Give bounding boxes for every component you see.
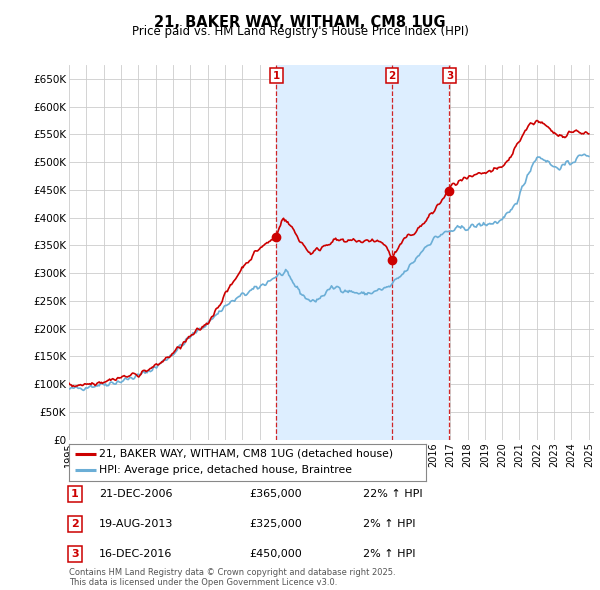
- Text: 21, BAKER WAY, WITHAM, CM8 1UG: 21, BAKER WAY, WITHAM, CM8 1UG: [154, 15, 446, 30]
- Text: 2% ↑ HPI: 2% ↑ HPI: [363, 519, 415, 529]
- Text: £325,000: £325,000: [249, 519, 302, 529]
- Text: 22% ↑ HPI: 22% ↑ HPI: [363, 489, 422, 499]
- Text: HPI: Average price, detached house, Braintree: HPI: Average price, detached house, Brai…: [100, 465, 352, 475]
- Text: 2: 2: [388, 71, 395, 80]
- Text: 19-AUG-2013: 19-AUG-2013: [99, 519, 173, 529]
- Text: 3: 3: [446, 71, 453, 80]
- Text: Contains HM Land Registry data © Crown copyright and database right 2025.
This d: Contains HM Land Registry data © Crown c…: [69, 568, 395, 587]
- Text: 2: 2: [71, 519, 79, 529]
- Text: Price paid vs. HM Land Registry's House Price Index (HPI): Price paid vs. HM Land Registry's House …: [131, 25, 469, 38]
- Text: 21-DEC-2006: 21-DEC-2006: [99, 489, 173, 499]
- Text: 1: 1: [71, 489, 79, 499]
- Text: 1: 1: [273, 71, 280, 80]
- Text: 2% ↑ HPI: 2% ↑ HPI: [363, 549, 415, 559]
- Text: £365,000: £365,000: [249, 489, 302, 499]
- Text: 21, BAKER WAY, WITHAM, CM8 1UG (detached house): 21, BAKER WAY, WITHAM, CM8 1UG (detached…: [100, 449, 394, 458]
- Text: 3: 3: [71, 549, 79, 559]
- Text: 16-DEC-2016: 16-DEC-2016: [99, 549, 172, 559]
- Bar: [277, 65, 449, 440]
- Text: £450,000: £450,000: [249, 549, 302, 559]
